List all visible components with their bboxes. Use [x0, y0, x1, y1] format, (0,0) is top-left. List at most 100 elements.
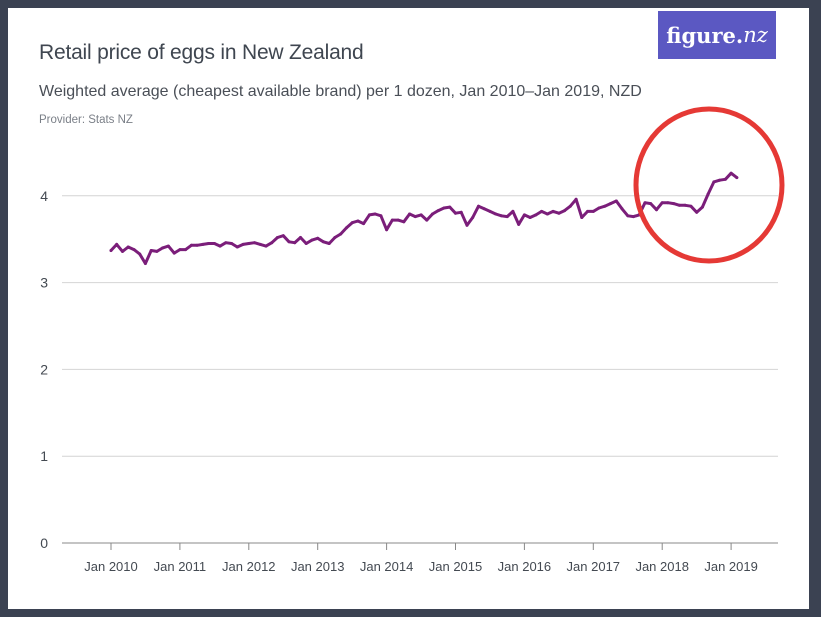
data-point: [350, 221, 354, 225]
data-point: [396, 218, 400, 222]
data-point: [132, 248, 136, 252]
data-point: [603, 204, 607, 208]
data-point: [189, 243, 193, 247]
data-point: [522, 213, 526, 217]
data-point: [166, 244, 170, 248]
data-provider: Provider: Stats NZ: [39, 114, 133, 126]
data-point: [172, 251, 176, 255]
data-point: [247, 242, 251, 245]
chart-subtitle: Weighted average (cheapest available bra…: [39, 83, 642, 100]
data-point: [574, 197, 578, 201]
data-point: [442, 206, 446, 210]
data-point: [471, 216, 475, 219]
data-point: [482, 207, 486, 211]
data-point: [212, 242, 216, 245]
data-point: [557, 211, 561, 215]
data-point: [155, 249, 159, 253]
data-point: [143, 262, 147, 265]
y-tick-label: 3: [40, 275, 48, 291]
data-point: [293, 241, 297, 245]
x-tick-label: Jan 2016: [498, 559, 552, 574]
data-point: [511, 209, 515, 213]
data-point: [195, 243, 199, 247]
data-point: [448, 205, 452, 209]
data-point: [356, 219, 360, 223]
data-point: [253, 241, 256, 245]
data-point: [528, 216, 532, 219]
data-point: [591, 209, 595, 213]
y-tick-label: 4: [40, 188, 48, 204]
data-point: [706, 192, 710, 196]
data-point: [551, 209, 555, 213]
data-point: [436, 209, 440, 213]
data-point: [568, 204, 572, 208]
data-point: [327, 242, 331, 245]
data-point: [304, 242, 308, 245]
x-tick-label: Jan 2018: [635, 559, 689, 574]
data-point: [115, 242, 119, 246]
y-tick-label: 1: [40, 448, 48, 464]
x-tick-label: Jan 2015: [429, 559, 483, 574]
data-point: [138, 252, 142, 256]
data-point: [316, 236, 320, 240]
data-point: [597, 206, 601, 210]
data-point: [339, 232, 343, 236]
data-point: [540, 209, 544, 213]
data-point: [683, 203, 687, 207]
data-point: [488, 209, 492, 213]
highlight-circle: [633, 106, 785, 264]
data-point: [649, 202, 653, 206]
data-point: [477, 204, 480, 208]
data-point: [620, 207, 624, 211]
data-point: [643, 201, 647, 205]
data-point: [666, 201, 670, 205]
data-point: [402, 220, 406, 224]
data-point: [149, 249, 153, 252]
chart-title: Retail price of eggs in New Zealand: [39, 41, 364, 64]
data-point: [408, 212, 412, 216]
data-point: [689, 204, 693, 208]
data-point: [126, 245, 130, 249]
data-point: [586, 209, 590, 213]
data-point: [321, 240, 325, 244]
data-point: [609, 202, 612, 206]
data-point: [333, 236, 337, 239]
data-point: [632, 215, 635, 219]
data-point: [201, 242, 205, 246]
data-point: [373, 212, 377, 216]
data-point: [218, 244, 222, 248]
x-tick-label: Jan 2019: [704, 559, 758, 574]
data-point: [379, 214, 383, 218]
data-point: [425, 218, 429, 222]
data-point: [287, 240, 291, 244]
data-point: [344, 226, 348, 230]
data-point: [626, 214, 630, 218]
figure-nz-logo[interactable]: figure. nz: [658, 11, 776, 59]
data-point: [545, 212, 549, 216]
data-point: [258, 242, 262, 246]
data-point: [465, 223, 469, 227]
logo-text: figure.: [666, 22, 744, 48]
x-tick-label: Jan 2014: [360, 559, 414, 574]
data-point: [614, 199, 618, 203]
x-tick-label: Jan 2011: [154, 559, 207, 574]
x-tick-label: Jan 2017: [567, 559, 621, 574]
data-point: [276, 236, 279, 239]
y-tick-label: 0: [40, 535, 48, 551]
data-point: [178, 248, 182, 252]
data-point: [184, 248, 188, 252]
data-point: [655, 208, 658, 212]
data-point: [517, 222, 521, 226]
y-tick-label: 2: [40, 361, 48, 377]
data-point: [235, 245, 239, 249]
data-point: [264, 244, 268, 248]
data-point: [660, 201, 664, 205]
x-tick-label: Jan 2013: [291, 559, 345, 574]
data-point: [718, 178, 722, 182]
data-point: [580, 216, 584, 219]
data-point: [230, 242, 234, 245]
data-point: [735, 176, 739, 180]
data-point: [367, 213, 371, 217]
x-tick-label: Jan 2012: [222, 559, 276, 574]
